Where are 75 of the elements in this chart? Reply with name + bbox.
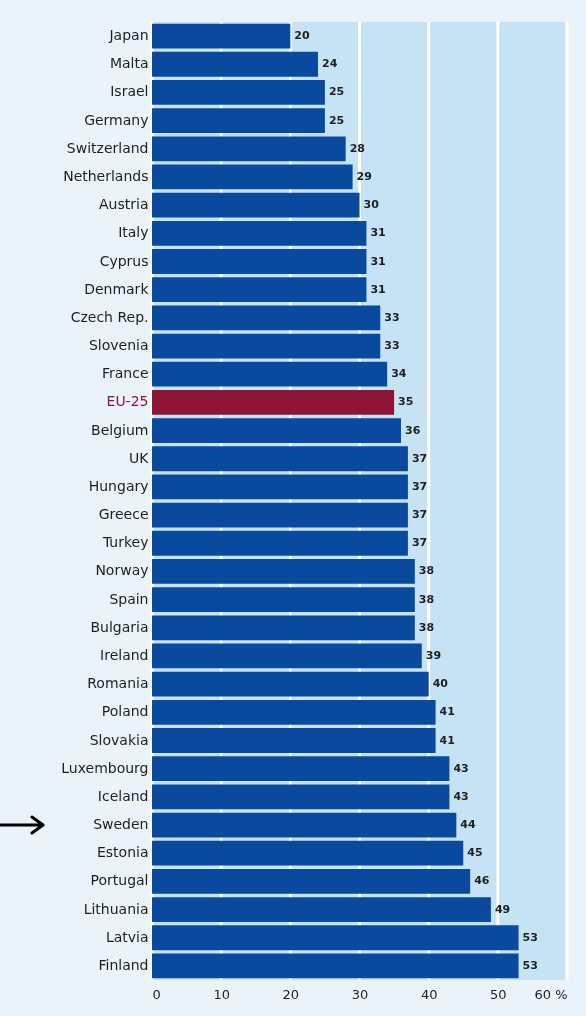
data-label: 41 (439, 705, 455, 719)
data-label: 53 (522, 930, 538, 944)
y-tick-label: Italy (118, 224, 149, 241)
y-tick-label: Hungary (88, 477, 149, 494)
data-label: 33 (384, 339, 400, 353)
data-label: 46 (474, 874, 490, 888)
data-label: 43 (453, 761, 469, 775)
data-label: 44 (460, 818, 476, 832)
data-label: 24 (322, 57, 338, 71)
y-tick-label: Turkey (101, 534, 149, 551)
data-label: 34 (391, 367, 407, 381)
data-label: 36 (405, 423, 421, 437)
data-label: 37 (411, 451, 428, 465)
data-label: 38 (418, 620, 435, 634)
y-tick-label: Bulgaria (90, 618, 149, 635)
data-label: 37 (411, 508, 428, 522)
y-tick-label: Slovakia (89, 731, 149, 748)
y-tick-label: Netherlands (63, 167, 149, 184)
data-label: 31 (370, 282, 386, 296)
data-label: 28 (349, 141, 365, 155)
x-tick-label: 50 (490, 986, 507, 1002)
y-tick-label: Portugal (90, 872, 149, 889)
data-label: 38 (418, 564, 435, 578)
data-label: 45 (467, 846, 483, 860)
y-tick-label: Israel (110, 83, 149, 100)
y-tick-label: Czech Rep. (70, 308, 149, 325)
x-tick-label: 40 (420, 986, 438, 1002)
y-tick-label: Ireland (100, 646, 149, 663)
y-tick-label: UK (129, 449, 150, 466)
data-label: 53 (522, 958, 538, 972)
y-tick-label: Estonia (96, 844, 149, 861)
y-tick-label: Denmark (84, 280, 150, 297)
data-label: 40 (432, 677, 449, 691)
data-label: 41 (439, 733, 455, 747)
data-label: 33 (384, 310, 400, 324)
data-label: 39 (425, 648, 442, 662)
y-tick-label: Norway (95, 562, 149, 579)
data-label: 38 (418, 592, 435, 606)
y-tick-label: Sweden (93, 816, 149, 833)
data-label: 29 (356, 169, 372, 183)
x-tick-label: 20 (282, 986, 300, 1002)
data-label: 35 (398, 395, 414, 409)
y-tick-label: Greece (98, 506, 149, 523)
y-tick-label: Switzerland (66, 139, 149, 156)
y-tick-label: Finland (98, 956, 149, 973)
y-tick-label: Latvia (105, 928, 149, 945)
data-label: 30 (363, 198, 380, 212)
data-label: 31 (370, 226, 386, 240)
y-tick-label: Slovenia (88, 337, 149, 354)
y-tick-label: Cyprus (99, 252, 149, 269)
y-tick-label: Japan (108, 27, 149, 44)
y-tick-label: Malta (109, 55, 149, 72)
data-label: 25 (328, 113, 345, 127)
y-tick-label: Germany (84, 111, 149, 128)
data-label: 37 (411, 479, 428, 493)
y-tick-label: Belgium (91, 421, 149, 438)
data-label: 37 (411, 536, 428, 550)
data-label: 25 (328, 85, 345, 99)
x-tick-label: 30 (351, 986, 369, 1002)
x-tick-label: 0 (152, 986, 161, 1002)
x-tick-label: 10 (213, 986, 230, 1002)
y-tick-label: Poland (101, 703, 149, 720)
y-tick-label: Iceland (97, 787, 149, 804)
y-tick-label: Luxembourg (61, 759, 149, 776)
y-tick-label: Lithuania (83, 900, 149, 917)
y-tick-label: Romania (87, 675, 149, 692)
x-tick-label: 60 % (534, 986, 568, 1002)
y-tick-label: France (101, 365, 149, 382)
data-label: 31 (370, 254, 386, 268)
y-tick-label: Austria (99, 196, 149, 213)
data-label: 43 (453, 789, 469, 803)
y-tick-label: Spain (109, 590, 149, 607)
data-label: 20 (294, 29, 310, 43)
y-tick-label: EU-25 (106, 393, 149, 410)
data-label: 49 (494, 902, 511, 916)
